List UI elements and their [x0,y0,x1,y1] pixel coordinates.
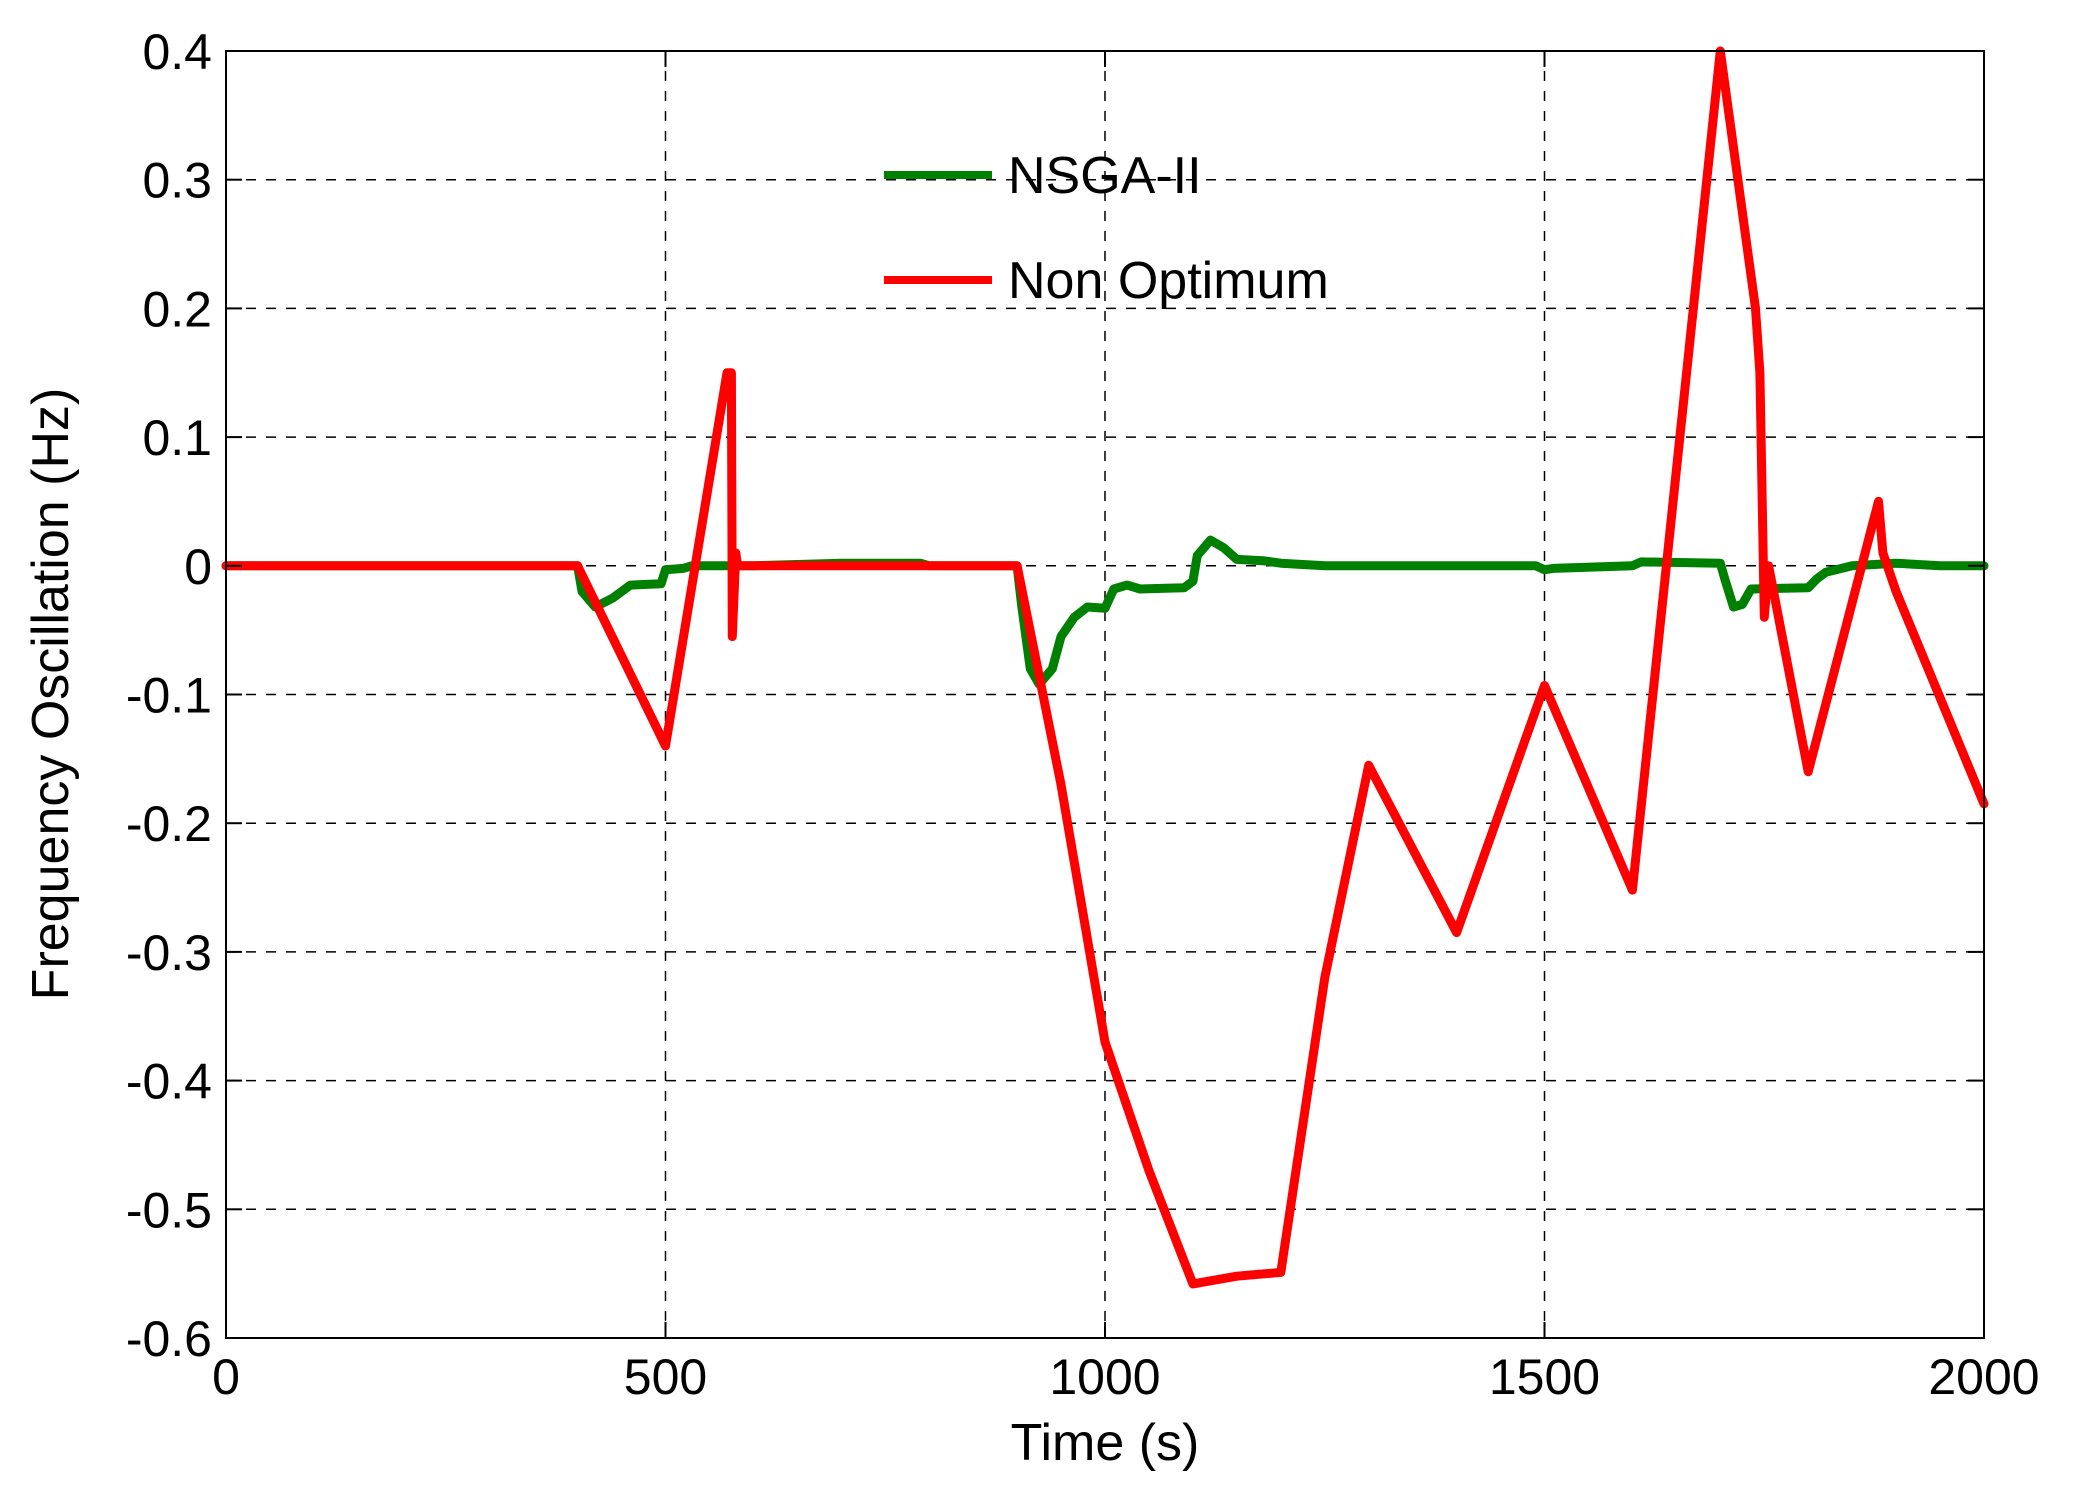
x-tick-label: 2000 [1928,1349,2039,1405]
y-tick-label: -0.1 [126,668,212,724]
x-axis-title: Time (s) [1011,1414,1200,1472]
legend-label-non-optimum: Non Optimum [1008,252,1329,310]
y-tick-labels: -0.6 -0.5 -0.4 -0.3 -0.2 -0.1 0 0.1 0.2 0.3 0.4 [126,24,212,1367]
series-line-non-optimum [221,46,1989,1289]
x-tick-label: 500 [624,1349,707,1405]
legend-label-nsga-ii: NSGA-II [1008,147,1202,205]
x-tick-label: 0 [212,1349,240,1405]
y-tick-label: 0.2 [142,281,212,337]
axis-ticks [225,50,1985,1339]
y-tick-label: -0.3 [126,925,212,981]
y-tick-label: -0.6 [126,1311,212,1367]
y-tick-label: -0.4 [126,1054,212,1110]
series-layer [221,46,1989,1289]
y-tick-label: 0.1 [142,410,212,466]
y-tick-label: 0.4 [142,24,212,80]
legend: NSGA-II Non Optimum [884,147,1329,310]
y-tick-label: -0.2 [126,796,212,852]
y-tick-label: -0.5 [126,1182,212,1238]
x-tick-labels: 0 500 1000 1500 2000 [212,1349,2040,1405]
x-tick-label: 1500 [1489,1349,1600,1405]
series-line-nsga-ii [221,535,1989,689]
x-tick-label: 1000 [1049,1349,1160,1405]
y-tick-label: 0 [184,539,212,595]
y-tick-label: 0.3 [142,153,212,209]
y-axis-title: Frequency Oscillation (Hz) [22,388,80,1001]
